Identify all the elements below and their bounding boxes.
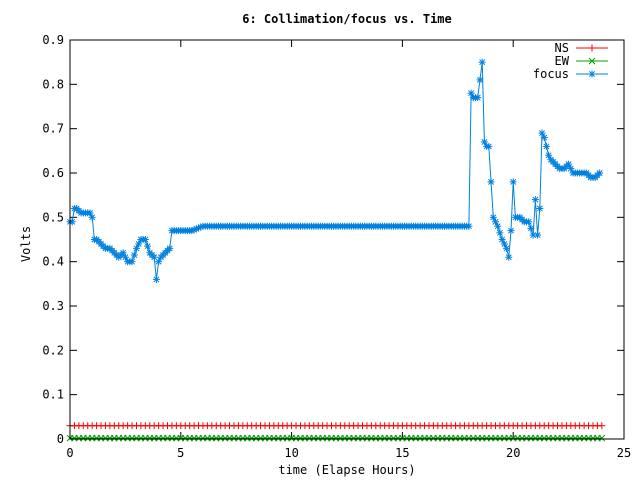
data-point-focus [542,142,550,150]
y-tick-label: 0.1 [42,388,64,402]
x-tick-label: 5 [177,446,184,460]
data-point-focus [166,244,174,252]
data-point-focus [141,236,149,243]
data-point-focus [494,222,502,230]
x-axis-label: time (Elapse Hours) [278,463,415,477]
data-point-focus [128,258,136,266]
x-tick-label: 20 [506,446,520,460]
series-focus [66,58,604,283]
data-point-focus [485,142,493,150]
series-ew [66,434,606,442]
legend-marker-ns [588,44,596,52]
y-tick-label: 0.3 [42,299,64,313]
data-point-focus [130,251,138,259]
x-tick-label: 0 [66,446,73,460]
y-tick-label: 0.9 [42,33,64,47]
data-point-focus [503,244,511,252]
x-tick-label: 10 [284,446,298,460]
x-tick-label: 15 [395,446,409,460]
data-point-focus [150,253,158,261]
data-point-ns [598,422,606,430]
legend-label-ns: NS [555,41,569,55]
data-point-focus [152,275,160,283]
legend-marker-focus [588,70,596,78]
data-point-focus [531,196,539,204]
series-line-focus [70,62,600,280]
y-tick-label: 0.2 [42,343,64,357]
y-axis-label: Volts [19,226,33,262]
data-point-focus [476,76,484,84]
data-point-focus [478,58,486,66]
data-point-focus [474,94,482,102]
y-tick-label: 0.4 [42,255,64,269]
data-point-focus [540,134,548,142]
data-point-focus [496,229,504,237]
series-layer [66,58,606,442]
data-point-focus [527,224,535,232]
x-tick-label: 25 [617,446,631,460]
data-point-focus [505,253,513,261]
data-point-focus [509,178,517,186]
data-point-focus [465,222,473,230]
data-point-focus [536,204,544,212]
data-point-focus [596,169,604,177]
chart-title: 6: Collimation/focus vs. Time [242,12,452,26]
data-point-focus [507,227,515,235]
series-ns [66,422,606,430]
data-point-focus [88,213,96,221]
legend-label-ew: EW [555,54,570,68]
data-point-focus [534,231,542,239]
y-tick-label: 0 [57,432,64,446]
data-point-ew [598,434,606,442]
data-point-focus [144,242,152,250]
y-tick-label: 0.8 [42,77,64,91]
data-point-focus [525,218,533,226]
y-tick-label: 0.6 [42,166,64,180]
data-point-focus [487,178,495,186]
legend-marker-ew [588,57,596,65]
axis-ticks: 0 5 10 15 20 25 0 0.1 0.2 0.3 0.4 0.5 0.6 0.7 0.8 0.9 [42,33,631,460]
plot-frame [69,39,625,440]
legend-label-focus: focus [533,67,569,81]
y-tick-label: 0.7 [42,122,64,136]
y-tick-label: 0.5 [42,210,64,224]
